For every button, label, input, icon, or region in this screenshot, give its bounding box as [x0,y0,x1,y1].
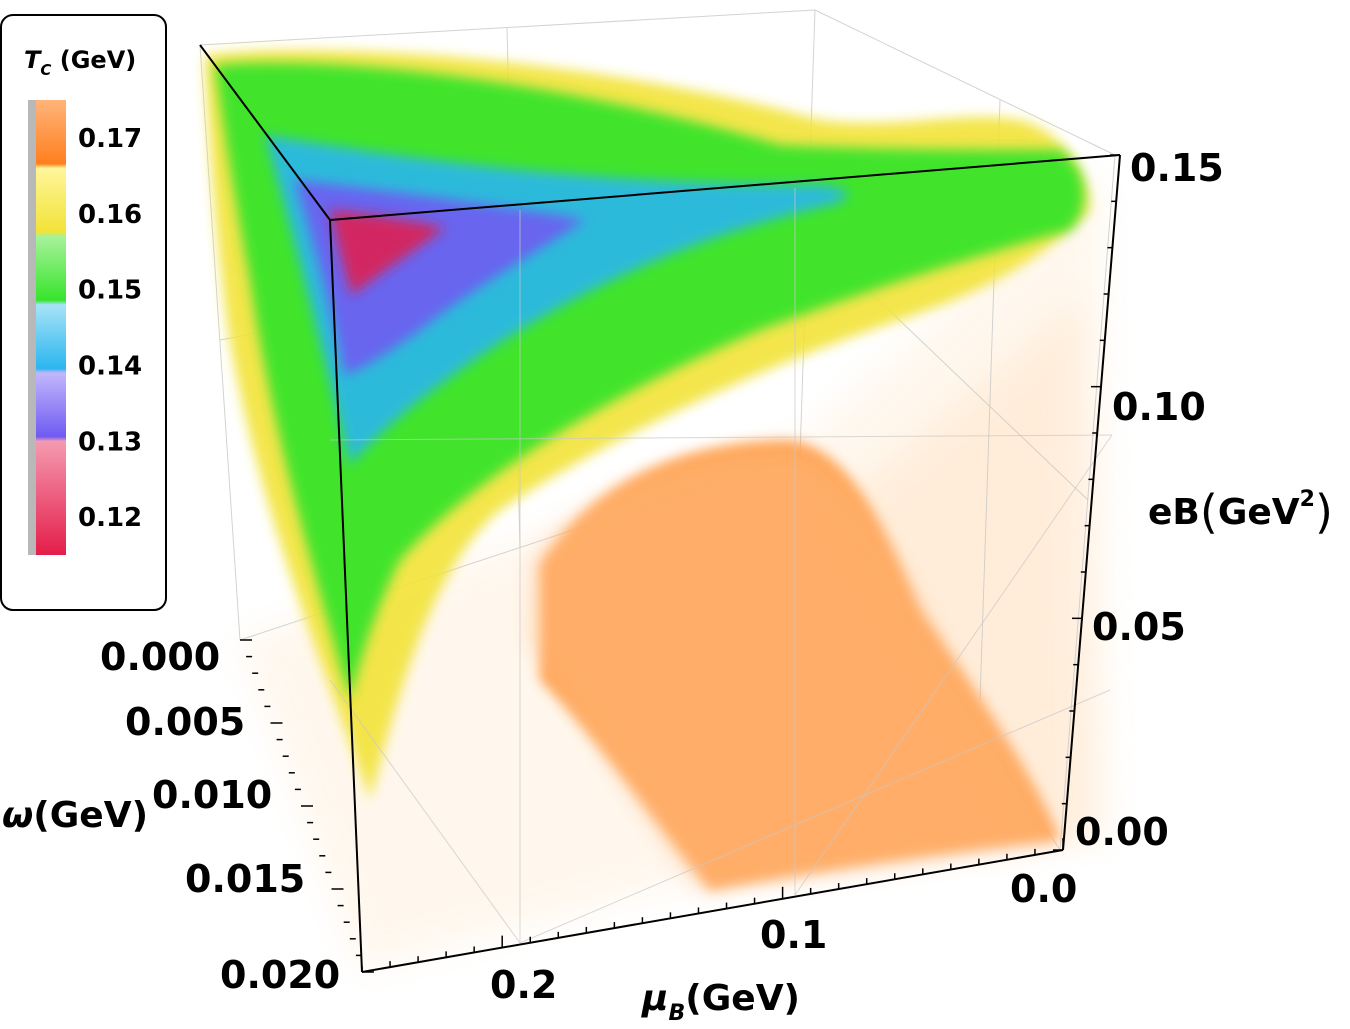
omega-tick-label: 0.005 [125,700,245,744]
eB-axis-title: eB(GeV2) [1148,485,1333,539]
mu-tick-label: 0.2 [490,963,557,1007]
legend-title: TC (GeV) [24,46,136,79]
omega-axis: 0.000 0.005 0.010 0.015 0.020 ω(GeV) [2,635,340,997]
legend: TC (GeV) 0.17 0.16 0.15 0.14 0.13 0.12 [0,14,167,611]
eB-tick-label: 0.00 [1075,810,1169,854]
mu-tick-label: 0.1 [760,913,827,957]
eB-axis: 0.15 0.10 0.05 0.00 eB(GeV2) [1075,146,1333,854]
legend-colorbar [36,100,66,555]
eB-tick-label: 0.15 [1130,146,1224,190]
box-edges [199,44,1121,973]
legend-entry-label: 0.13 [78,427,142,457]
front-grid [329,188,1113,944]
omega-tick-label: 0.010 [152,773,272,817]
mu-axis: 0.0 0.1 0.2 μB(GeV) [490,867,1077,1026]
region-orange [525,440,1060,895]
omega-tick-label: 0.000 [100,635,220,679]
legend-colorbar-edge [28,100,36,555]
omega-axis-title: ω(GeV) [2,795,148,836]
region-red [330,210,445,295]
tick-marks [240,154,1120,973]
omega-tick-label: 0.020 [220,953,340,997]
mu-axis-title: μB(GeV) [641,978,800,1026]
omega-tick-label: 0.015 [185,857,305,901]
legend-entry-label: 0.15 [78,276,142,306]
eB-tick-label: 0.10 [1112,385,1206,429]
eB-tick-label: 0.05 [1092,605,1186,649]
legend-entry-label: 0.17 [78,124,142,154]
legend-labels: 0.17 0.16 0.15 0.14 0.13 0.12 [78,124,142,533]
mu-tick-label: 0.0 [1010,867,1077,911]
legend-entry-label: 0.14 [78,351,142,381]
legend-entry-label: 0.12 [78,503,142,533]
legend-entry-label: 0.16 [78,200,142,230]
